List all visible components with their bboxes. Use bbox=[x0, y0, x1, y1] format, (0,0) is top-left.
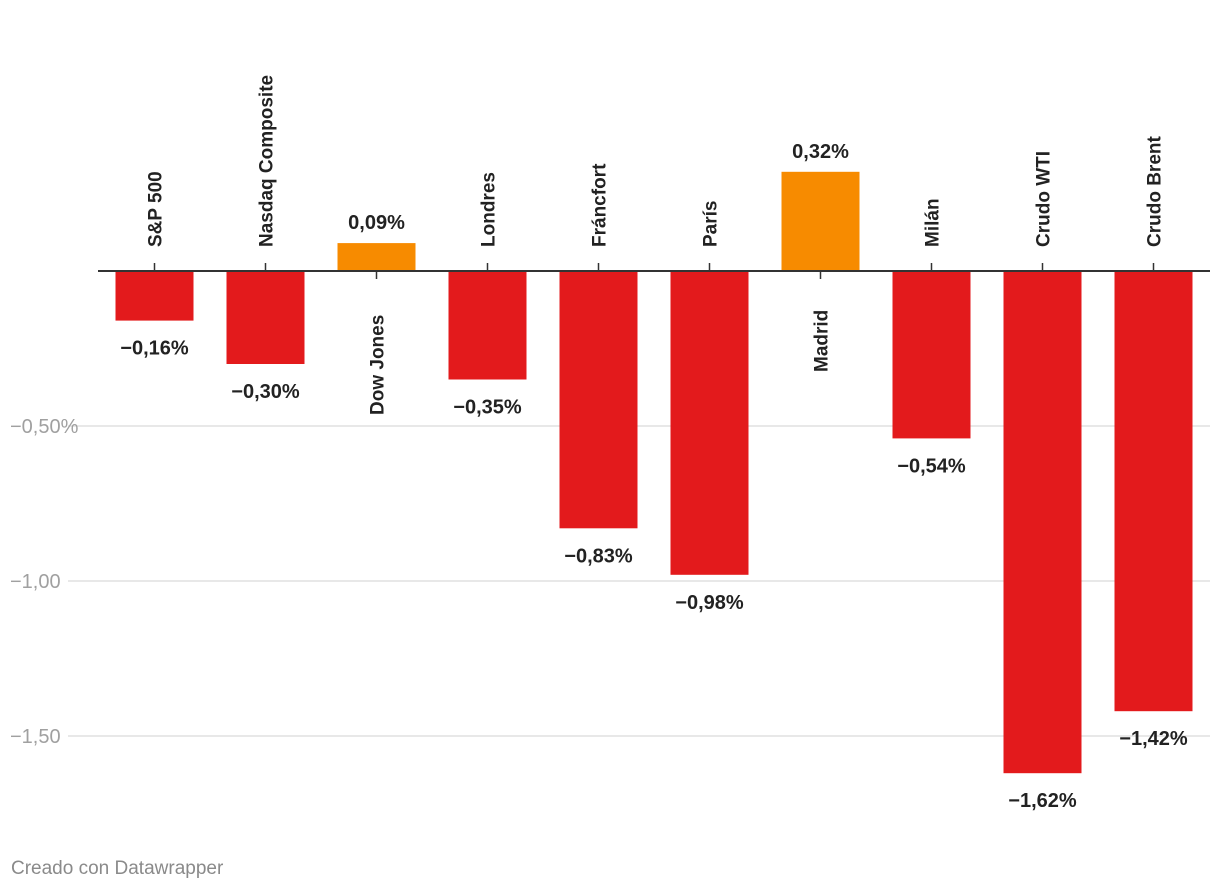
data-label: 0,09% bbox=[348, 212, 405, 234]
category-label: Madrid bbox=[812, 310, 833, 372]
data-label: −0,54% bbox=[897, 455, 966, 477]
category-label: Crudo WTI bbox=[1034, 151, 1055, 247]
bar-chart: −0,50% −1,00 −1,50 −0,16% S&P 500 −0,30% Nasd… bbox=[0, 0, 1220, 894]
category-label: Dow Jones bbox=[368, 315, 389, 415]
y-tick-label: −0,50% bbox=[10, 416, 79, 438]
data-label: −0,98% bbox=[675, 592, 744, 614]
bar bbox=[1115, 271, 1193, 711]
bar bbox=[1004, 271, 1082, 773]
y-tick-label: −1,50 bbox=[10, 726, 61, 748]
bar bbox=[449, 271, 527, 380]
bar bbox=[116, 271, 194, 321]
category-label: Crudo Brent bbox=[1145, 136, 1166, 248]
data-label: −0,35% bbox=[453, 397, 522, 419]
bars bbox=[116, 172, 1193, 773]
y-tick-label: −1,00 bbox=[10, 571, 61, 593]
footer-credit: Creado con Datawrapper bbox=[11, 858, 223, 880]
bar bbox=[671, 271, 749, 575]
data-label: −1,42% bbox=[1119, 728, 1188, 750]
category-label: París bbox=[701, 201, 722, 247]
category-label: Nasdaq Composite bbox=[257, 75, 278, 247]
bar bbox=[338, 243, 416, 271]
category-label: Fráncfort bbox=[590, 163, 611, 247]
data-label: 0,32% bbox=[792, 141, 849, 163]
category-label: S&P 500 bbox=[146, 171, 167, 247]
category-label: Londres bbox=[479, 172, 500, 247]
category-label: Milán bbox=[923, 198, 944, 247]
data-label: −0,30% bbox=[231, 381, 300, 403]
data-label: −0,16% bbox=[120, 338, 189, 360]
bar bbox=[227, 271, 305, 364]
bar bbox=[782, 172, 860, 271]
bar bbox=[560, 271, 638, 528]
bar bbox=[893, 271, 971, 438]
data-label: −1,62% bbox=[1008, 790, 1077, 812]
data-label: −0,83% bbox=[564, 545, 633, 567]
